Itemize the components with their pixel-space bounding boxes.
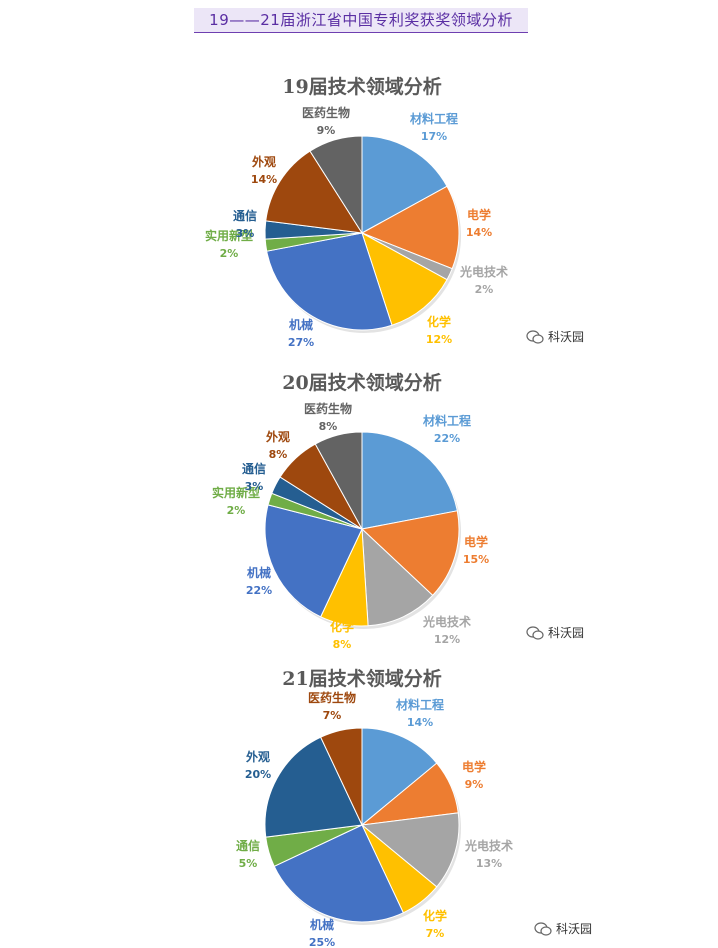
slice-label: 实用新型 [205,228,253,243]
wechat-icon [526,329,544,344]
slice-label: 材料工程 [409,111,458,126]
slice-label: 光电技术 [464,838,513,853]
slice-percent: 27% [288,336,314,349]
watermark-text: 科沃园 [548,626,585,640]
wechat-icon [534,921,552,936]
slice-percent: 14% [466,226,492,239]
slice-label: 化学 [427,314,451,329]
slice-percent: 25% [309,936,335,948]
slice-label: 实用新型 [212,485,260,500]
slice-percent: 7% [323,709,342,722]
slice-percent: 15% [463,553,489,566]
slice-label: 机械 [289,317,313,332]
pie-slice-外观 [264,736,363,838]
slice-label: 电学 [467,207,491,222]
slice-label: 化学 [423,908,447,923]
slice-label: 通信 [236,838,260,853]
pie-slice-医药生物 [320,727,363,826]
slice-percent: 8% [269,448,288,461]
pie-slice-机械 [273,824,404,923]
slice-label: 机械 [247,565,271,580]
slice-percent: 14% [407,716,433,729]
slice-percent: 3% [236,227,255,240]
slice-percent: 22% [434,432,460,445]
slice-percent: 2% [220,247,239,260]
pie-slice-机械 [266,232,393,331]
slice-label: 外观 [252,154,276,169]
slice-percent: 7% [426,927,445,940]
pie-slice-外观 [265,150,363,234]
slice-label: 医药生物 [308,690,356,705]
pie-slice-医药生物 [314,431,363,530]
chart-title: 19届技术领域分析 [282,75,441,98]
pie-slice-电学 [360,510,460,597]
slice-percent: 8% [319,420,338,433]
slice-percent: 2% [475,283,494,296]
slice-label: 化学 [330,619,354,634]
pie-slice-医药生物 [309,135,363,235]
slice-percent: 12% [426,333,452,346]
slice-percent: 20% [245,768,271,781]
slice-percent: 9% [465,778,484,791]
pie-slice-光电技术 [360,812,460,888]
slice-percent: 17% [421,130,447,143]
watermark-text: 科沃园 [548,330,585,344]
pie-slice-材料工程 [361,727,438,827]
slice-label: 外观 [266,429,290,444]
slice-percent: 14% [251,173,277,186]
slice-label: 电学 [464,534,488,549]
chart-title: 20届技术领域分析 [282,371,441,394]
pie-slice-光电技术 [361,527,434,627]
slice-label: 材料工程 [422,413,471,428]
pie-slice-材料工程 [361,431,458,530]
page-title: 19——21届浙江省中国专利奖获奖领域分析 [194,8,528,33]
watermark-2: 科沃园 [526,624,584,641]
slice-label: 材料工程 [395,697,444,712]
slice-percent: 13% [476,857,502,870]
slice-percent: 9% [317,124,336,137]
slice-percent: 12% [434,633,460,646]
slice-percent: 5% [239,857,258,870]
page-header: 19——21届浙江省中国专利奖获奖领域分析 [0,0,718,40]
slice-percent: 2% [227,504,246,517]
slice-label: 外观 [246,749,270,764]
pie-slice-电学 [360,185,460,270]
slice-label: 通信 [242,461,266,476]
slice-label: 通信 [233,208,257,223]
chart-title: 21届技术领域分析 [282,667,441,690]
slice-label: 医药生物 [302,105,350,120]
wechat-icon [526,625,544,640]
watermark-text: 科沃园 [556,922,593,936]
slice-percent: 22% [246,584,272,597]
slice-percent: 3% [245,480,264,493]
pie-slice-材料工程 [361,135,448,234]
watermark-1: 科沃园 [526,328,584,345]
pie-slice-化学 [361,231,448,326]
slice-label: 医药生物 [304,401,352,416]
slice-percent: 8% [333,638,352,651]
watermark-3: 科沃园 [534,920,592,937]
slice-label: 光电技术 [459,264,508,279]
slice-label: 光电技术 [422,614,471,629]
slice-label: 电学 [462,759,486,774]
slice-label: 机械 [310,917,334,932]
pie-slice-机械 [264,504,363,618]
